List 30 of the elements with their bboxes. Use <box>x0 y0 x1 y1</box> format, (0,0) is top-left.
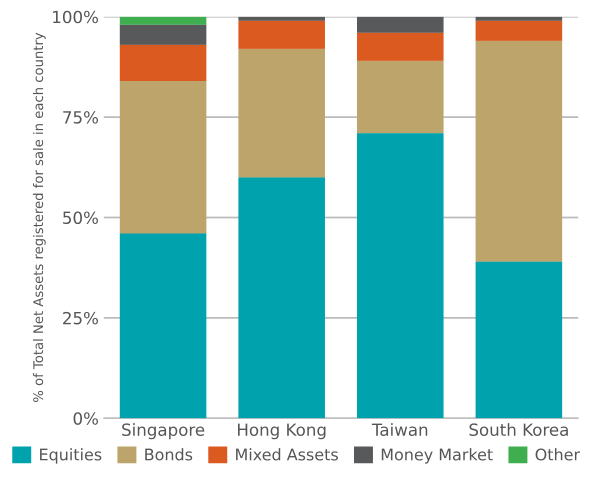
y-tick-label: 100% <box>53 10 98 24</box>
x-tick-label: Singapore <box>122 423 204 440</box>
bar <box>238 20 325 49</box>
x-tick-label: Taiwan <box>372 423 428 436</box>
bar <box>120 16 206 25</box>
legend-label: Equities <box>40 448 102 464</box>
bar <box>356 133 444 418</box>
bar <box>476 262 562 418</box>
y-tick-label: 50% <box>63 211 98 224</box>
bar <box>238 48 325 178</box>
y-tick-label: 75% <box>63 111 98 124</box>
bar <box>356 32 444 61</box>
x-tick-label: Hong Kong <box>238 424 326 440</box>
x-tick-label: South Korea <box>469 423 568 436</box>
bar <box>238 177 325 418</box>
bar <box>120 24 206 45</box>
bar <box>476 20 562 41</box>
bar <box>476 40 562 262</box>
y-tick-label: 25% <box>63 312 98 324</box>
legend-label: Money Market <box>382 448 493 464</box>
y-axis-title: % of Total Net Assets registered for sale in each country <box>32 32 46 402</box>
legend-label: Mixed Assets <box>236 448 338 461</box>
bar <box>120 44 206 81</box>
bar <box>356 16 444 33</box>
bar <box>120 80 206 234</box>
legend-label: Bonds <box>145 448 192 461</box>
legend-label: Other <box>536 448 580 461</box>
y-tick-label: 0% <box>74 412 98 425</box>
bar <box>120 234 206 418</box>
bar <box>356 60 444 134</box>
